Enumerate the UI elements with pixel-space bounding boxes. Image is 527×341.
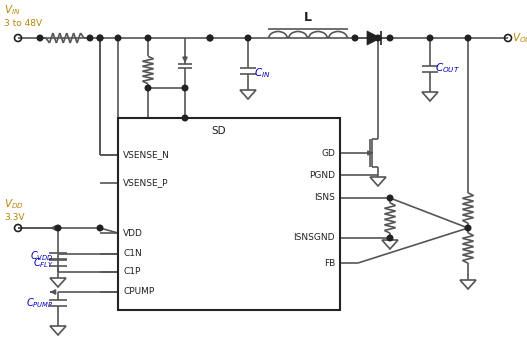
Circle shape [55,225,61,231]
Circle shape [352,35,358,41]
Text: ISNS: ISNS [314,193,335,203]
Text: CPUMP: CPUMP [123,287,154,297]
Text: L: L [304,11,312,24]
Circle shape [207,35,213,41]
Circle shape [387,235,393,241]
Circle shape [182,115,188,121]
Circle shape [97,225,103,231]
Circle shape [387,35,393,41]
Bar [118,118,340,310]
Circle shape [465,35,471,41]
Circle shape [145,35,151,41]
Circle shape [97,35,103,41]
Circle shape [145,85,151,91]
Text: $C_{FLY}$: $C_{FLY}$ [33,256,54,270]
Text: PGND: PGND [309,170,335,179]
Circle shape [97,35,103,41]
Circle shape [427,35,433,41]
Circle shape [87,35,93,41]
Text: $C_{IN}$: $C_{IN}$ [254,66,271,80]
Text: 3.3V: 3.3V [4,213,24,222]
Text: C1P: C1P [123,267,140,277]
Text: 3 to 48V: 3 to 48V [4,19,42,28]
Text: $V_{DD}$: $V_{DD}$ [4,197,24,211]
Circle shape [245,35,251,41]
Polygon shape [367,31,381,45]
Text: $V_{IN}$: $V_{IN}$ [4,3,21,17]
Text: $C_{OUT}$: $C_{OUT}$ [435,61,460,75]
Text: VSENSE_N: VSENSE_N [123,150,170,160]
Circle shape [387,195,393,201]
Circle shape [207,35,213,41]
Text: C1N: C1N [123,250,142,258]
Text: VSENSE_P: VSENSE_P [123,178,169,188]
Text: FB: FB [324,258,335,267]
Circle shape [465,225,471,231]
Text: $C_{VDD}$: $C_{VDD}$ [31,249,54,263]
Circle shape [375,35,381,41]
Text: SD: SD [212,126,226,136]
Text: GD: GD [321,148,335,158]
Text: $C_{PUMP}$: $C_{PUMP}$ [26,296,54,310]
Circle shape [182,85,188,91]
Circle shape [115,35,121,41]
Circle shape [37,35,43,41]
Text: ISNSGND: ISNSGND [294,234,335,242]
Text: $V_{OUT}$: $V_{OUT}$ [512,31,527,45]
Text: VDD: VDD [123,228,143,237]
